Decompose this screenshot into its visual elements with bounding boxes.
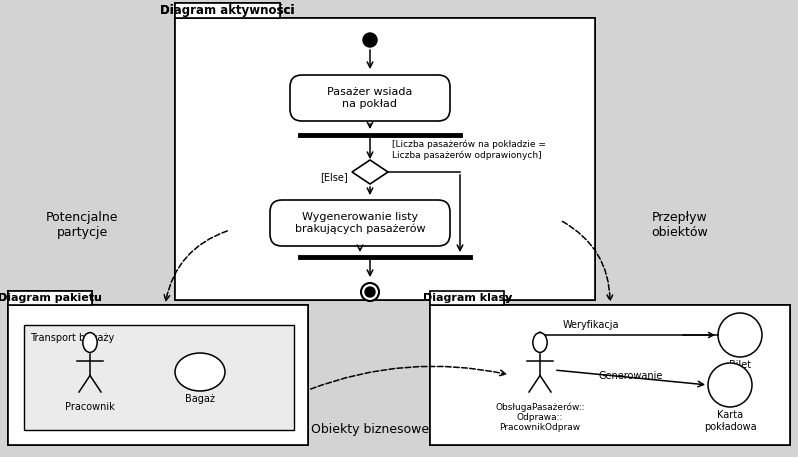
Bar xyxy=(430,291,504,305)
Bar xyxy=(8,305,308,445)
Ellipse shape xyxy=(175,353,225,391)
Bar xyxy=(24,325,294,430)
Text: Wygenerowanie listy
brakujących pasażerów: Wygenerowanie listy brakujących pasażeró… xyxy=(294,212,425,234)
Circle shape xyxy=(365,287,375,297)
Bar xyxy=(430,305,790,445)
Text: Transport bagaży: Transport bagaży xyxy=(30,333,114,343)
Bar xyxy=(8,291,93,305)
Text: Bagaż: Bagaż xyxy=(185,394,215,404)
Text: [Else]: [Else] xyxy=(320,172,348,182)
Circle shape xyxy=(361,283,379,301)
Bar xyxy=(8,305,308,445)
Text: Diagram aktywności: Diagram aktywności xyxy=(160,4,294,17)
Polygon shape xyxy=(352,160,388,184)
Bar xyxy=(175,3,280,18)
Bar xyxy=(175,18,595,300)
Bar xyxy=(175,3,280,18)
Text: Obiekty biznesowe: Obiekty biznesowe xyxy=(311,424,429,436)
Circle shape xyxy=(708,363,752,407)
Text: [Liczba pasażerów na pokładzie =
Liczba pasażerów odprawionych]: [Liczba pasażerów na pokładzie = Liczba … xyxy=(392,139,546,160)
Text: Karta
pokładowa: Karta pokładowa xyxy=(704,410,757,431)
Text: Diagram aktywności: Diagram aktywności xyxy=(160,4,294,17)
Bar xyxy=(8,305,308,445)
Text: Pracownik: Pracownik xyxy=(65,402,115,412)
Text: Diagram klasy: Diagram klasy xyxy=(423,293,512,303)
Text: Pasażer wsiada
na pokład: Pasażer wsiada na pokład xyxy=(327,87,413,109)
Circle shape xyxy=(718,313,762,357)
Bar xyxy=(8,291,93,305)
Ellipse shape xyxy=(533,333,547,352)
Text: Potencjalne
partycje: Potencjalne partycje xyxy=(45,211,118,239)
Bar xyxy=(430,291,504,305)
Text: Weryfikacja: Weryfikacja xyxy=(563,320,619,330)
Text: Diagram pakietu: Diagram pakietu xyxy=(0,293,102,303)
Bar xyxy=(430,305,790,445)
FancyBboxPatch shape xyxy=(270,200,450,246)
Text: Generowanie: Generowanie xyxy=(598,371,663,381)
Ellipse shape xyxy=(83,333,97,352)
Text: ObsługaPasażerów::
Odprawa::
PracownikOdpraw: ObsługaPasażerów:: Odprawa:: PracownikOd… xyxy=(496,402,585,432)
Bar xyxy=(175,18,595,300)
Text: Przepływ
obiektów: Przepływ obiektów xyxy=(652,211,709,239)
Circle shape xyxy=(363,33,377,47)
Bar xyxy=(430,305,790,445)
Text: Diagram klasy: Diagram klasy xyxy=(423,293,512,303)
Text: Bilet: Bilet xyxy=(729,360,751,370)
FancyBboxPatch shape xyxy=(290,75,450,121)
Text: Diagram pakietu: Diagram pakietu xyxy=(0,293,102,303)
Bar xyxy=(175,18,595,300)
